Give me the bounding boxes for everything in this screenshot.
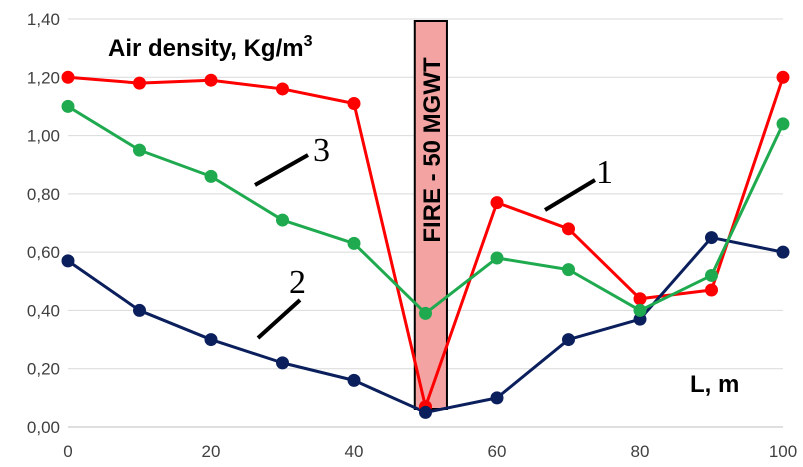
data-point-series-1	[633, 292, 647, 306]
data-point-series-3	[705, 268, 718, 282]
y-tick-label: 1,20	[27, 68, 60, 87]
x-tick-label: 0	[63, 442, 72, 461]
data-point-series-1	[776, 70, 790, 84]
data-point-series-3	[776, 117, 790, 131]
data-point-series-2	[562, 333, 575, 347]
y-tick-label: 0,40	[27, 301, 60, 320]
data-point-series-2	[490, 391, 504, 405]
data-point-series-3	[347, 236, 361, 250]
data-point-series-2	[276, 356, 289, 370]
data-point-series-2	[419, 405, 432, 419]
data-point-series-1	[705, 283, 718, 297]
data-point-series-1	[562, 222, 575, 236]
data-point-series-1	[204, 73, 218, 87]
data-point-series-1	[61, 70, 75, 84]
x-tick-label: 60	[488, 442, 507, 461]
fire-zone-label: FIRE - 50 MGWT	[419, 57, 446, 243]
y-tick-label: 1,00	[27, 127, 60, 146]
y-tick-label: 0,00	[27, 418, 60, 437]
y-tick-label: 0,80	[27, 185, 60, 204]
tick-labels: 0,00 0,20 0,40 0,60 0,80 1,00 1,20 1,40 0 20 40 60 8…	[27, 10, 797, 461]
y-tick-label: 1,40	[27, 10, 60, 29]
x-tick-label: 20	[202, 442, 221, 461]
chart-title-superscript: 3	[304, 33, 313, 50]
data-point-series-1	[347, 97, 361, 111]
data-point-series-2	[705, 231, 718, 245]
series-annotation-leader	[543, 178, 597, 212]
x-axis-label: L, m	[690, 371, 739, 398]
series-annotation-leader	[256, 298, 302, 340]
chart-title-main: Air density, Kg/m	[108, 35, 304, 62]
x-tick-label: 40	[345, 442, 364, 461]
data-point-series-2	[204, 333, 218, 347]
data-point-series-3	[133, 143, 146, 157]
series-annotation-label: 2	[289, 264, 306, 301]
data-point-series-1	[490, 196, 504, 210]
series-annotation-label: 1	[596, 154, 613, 191]
data-point-series-2	[347, 373, 361, 387]
data-point-series-3	[490, 251, 504, 265]
data-point-series-1	[276, 82, 289, 96]
data-point-series-2	[776, 245, 790, 259]
data-point-series-1	[133, 76, 146, 90]
data-point-series-3	[276, 213, 289, 227]
series-annotations: 1 2 3	[254, 132, 613, 340]
chart-title: Air density, Kg/m3	[108, 33, 313, 62]
x-tick-label: 80	[631, 442, 650, 461]
x-tick-label: 100	[769, 442, 797, 461]
series-annotation-label: 3	[313, 132, 330, 169]
fire-zone-box	[413, 20, 448, 410]
series-annotation-leader	[254, 153, 309, 187]
y-tick-label: 0,60	[27, 243, 60, 262]
data-point-series-3	[562, 263, 575, 277]
data-point-series-3	[61, 99, 75, 113]
fire-zone: FIRE - 50 MGWT	[413, 20, 448, 410]
data-point-series-3	[204, 169, 218, 183]
data-point-series-2	[133, 303, 146, 317]
series-group	[61, 70, 790, 419]
data-point-series-3	[419, 306, 432, 320]
y-tick-label: 0,20	[27, 360, 60, 379]
data-point-series-2	[61, 254, 75, 268]
data-point-series-3	[633, 303, 647, 317]
